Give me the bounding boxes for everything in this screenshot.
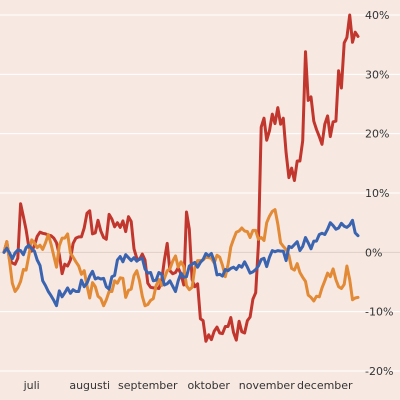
y-tick-label: 10%	[365, 187, 389, 200]
y-tick-label: 30%	[365, 68, 389, 81]
series-layer	[2, 13, 360, 343]
x-tick-label: september	[118, 379, 178, 392]
x-tick-label: juli	[23, 379, 40, 392]
y-tick-label: 20%	[365, 128, 389, 141]
x-tick-label: december	[297, 379, 353, 392]
x-axis: juli augusti september oktober november decem…	[23, 379, 353, 392]
x-tick-label: oktober	[187, 379, 230, 392]
y-axis: 40% 30% 20% 10% 0% -10% -20%	[365, 9, 393, 378]
y-tick-label: 0%	[365, 246, 382, 259]
x-tick-label: november	[239, 379, 295, 392]
y-tick-label: 40%	[365, 9, 389, 22]
series-line-3	[2, 218, 360, 308]
x-tick-label: augusti	[69, 379, 110, 392]
y-tick-label: -20%	[365, 365, 393, 378]
series-line-2	[2, 208, 360, 308]
series-line-1	[2, 13, 360, 343]
y-tick-label: -10%	[365, 306, 393, 319]
